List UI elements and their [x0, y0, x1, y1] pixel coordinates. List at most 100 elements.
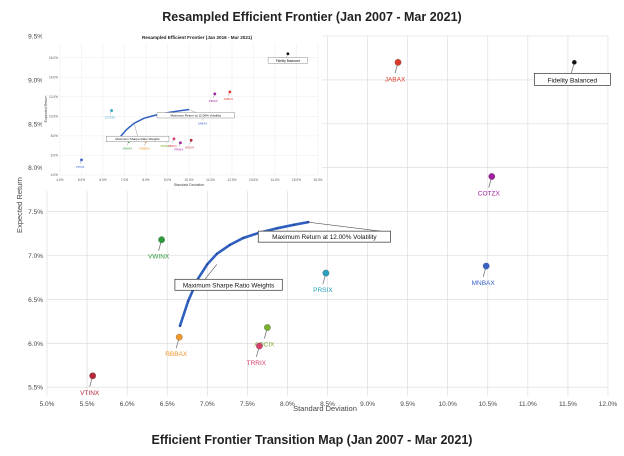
- pin-head: [482, 262, 490, 270]
- y-tick-label: 6.0%: [28, 341, 43, 348]
- x-tick-label: 6.5%: [160, 401, 175, 408]
- inset-point-marker: [80, 158, 83, 162]
- inset-x-tick-label: 16.0%: [313, 178, 322, 182]
- point-label: COTZX: [478, 190, 501, 197]
- x-axis-label: Standard Deviation: [293, 404, 357, 413]
- inset-x-tick-label: 10.0%: [184, 178, 193, 182]
- frontier-point: [216, 252, 218, 255]
- inset-frontier-line: [119, 108, 190, 138]
- inset-x-tick-label: 11.0%: [206, 178, 215, 182]
- inset-x-tick-label: 14.0%: [270, 178, 279, 182]
- inset-point-label: COTZX: [105, 115, 115, 119]
- x-tick-label: 9.5%: [400, 401, 415, 408]
- inset-point-label: AOCIX: [185, 145, 194, 149]
- inset-point-label: Fidelity Balanced: [276, 59, 301, 63]
- point-label: Fidelity Balanced: [548, 77, 598, 84]
- x-tick-label: 8.5%: [320, 401, 335, 408]
- inset-point-label: MNBAX: [161, 144, 172, 148]
- inset-x-tick-label: 15.0%: [292, 178, 301, 182]
- fund-point-vwinx: VWINX: [148, 236, 170, 261]
- pin-head: [89, 372, 97, 380]
- x-tick-label: 6.0%: [120, 401, 135, 408]
- inset-point-marker: [189, 138, 193, 142]
- inset-x-tick-label: 12.0%: [227, 178, 236, 182]
- inset-annotation-leader: [188, 109, 196, 113]
- point-label: VTINX: [80, 390, 100, 397]
- fund-points: JABAX Fidelity BalancedCOTZXVWINXMNBAXPRS…: [80, 58, 611, 397]
- inset-point-label-box: [267, 57, 308, 64]
- chart-title: Resampled Efficient Frontier (Jan 2007 -…: [162, 10, 462, 24]
- fund-point-jabax: JABAX: [385, 58, 406, 83]
- inset-point-label: PRSIX: [174, 148, 183, 152]
- y-tick-label: 8.5%: [28, 121, 43, 128]
- inset-point-label: VWINX: [122, 146, 132, 150]
- fund-point-rbbax: RBBAX: [165, 333, 188, 358]
- inset-chart: 4.0% 5.0% 6.0% 7.0% 8.0% 9.0% 10.0% 11.0% 12.0% 1…: [42, 33, 323, 191]
- inset-y-tick-label: 12.0%: [49, 95, 58, 99]
- pin-head: [394, 58, 402, 66]
- inset-y-tick-label: 14.0%: [49, 75, 58, 79]
- inset-x-tick-label: 9.0%: [164, 178, 171, 182]
- inset-x-tick-label: 7.0%: [121, 178, 128, 182]
- frontier-annotations: Maximum Return at 12.00% Volatility Maxim…: [174, 221, 391, 291]
- inset-x-tick-label: 4.0%: [56, 178, 63, 182]
- frontier-point: [179, 324, 181, 327]
- frontier-point: [228, 244, 231, 246]
- fund-point-prsix: PRSIX: [313, 269, 333, 294]
- annotation-leader: [204, 264, 218, 280]
- fund-point-mnbax: MNBAX: [472, 262, 495, 287]
- pin-head: [264, 324, 271, 331]
- annotation-text: Maximum Return at 12.00% Volatility: [272, 234, 377, 241]
- fund-point-cotzx: COTZX: [478, 173, 501, 197]
- frontier-point: [242, 237, 245, 239]
- inset-y-tick-label: 16.0%: [49, 56, 58, 60]
- inset-point-label: JABAX: [224, 97, 234, 101]
- inset-point-marker: [286, 52, 290, 56]
- pin-head: [158, 236, 165, 244]
- inset-title: Resampled Efficient Frontier (Jan 2016 -…: [142, 35, 253, 40]
- inset-x-tick-label: 8.0%: [142, 178, 149, 182]
- annotation-leader: [308, 221, 381, 232]
- inset-point-label: VTINX: [76, 165, 85, 169]
- point-label: AOCIX: [254, 342, 275, 349]
- frontier-point: [187, 300, 189, 303]
- x-tick-label: 7.5%: [240, 401, 255, 408]
- inset-y-axis-label: Expected Return: [44, 96, 48, 123]
- inset-y-tick-label: 10.0%: [49, 115, 58, 119]
- inset-point-marker: [172, 137, 176, 141]
- inset-point-label: PRSIX: [209, 99, 218, 103]
- pin-head: [322, 269, 330, 277]
- x-tick-label: 8.0%: [280, 401, 295, 408]
- inset-point-marker: [110, 109, 113, 112]
- y-tick-label: 7.0%: [28, 253, 43, 260]
- inset-point-label: JABAX: [198, 121, 208, 125]
- x-tick-label: 11.0%: [519, 401, 537, 408]
- annotation-box: [257, 230, 391, 243]
- inset-point-label: RBBAX: [139, 146, 149, 150]
- inset-x-tick-label: 6.0%: [99, 178, 106, 182]
- annotation-box: [174, 278, 283, 291]
- annotation-text: Maximum Sharpe Ratio Weights: [183, 282, 275, 289]
- fund-point-vtinx: VTINX: [80, 372, 100, 397]
- inset-annotation-leader: [134, 123, 138, 137]
- x-tick-label: 7.0%: [200, 401, 215, 408]
- fund-point-fidelity-balanced: Fidelity Balanced: [533, 59, 611, 86]
- x-tick-label: 12.0%: [599, 401, 618, 408]
- inset-annotation-text: Maximum Sharpe Ratio Weights: [115, 137, 160, 141]
- inset-x-tick-label: 5.0%: [78, 178, 85, 182]
- y-axis-label: Expected Return: [15, 177, 24, 233]
- fund-point-aocix: AOCIX: [254, 324, 275, 349]
- x-axis-ticks: 5.0% 5.5% 6.0% 6.5% 7.0% 7.5% 8.0% 8.5% 9.0% 9.5%…: [40, 401, 618, 408]
- y-tick-label: 5.5%: [28, 385, 43, 392]
- pin-head: [175, 333, 183, 341]
- inset-y-tick-label: 6.0%: [51, 154, 58, 158]
- y-tick-label: 6.5%: [28, 297, 43, 304]
- pin-head: [256, 342, 263, 350]
- inset-x-tick-label: 13.0%: [249, 178, 258, 182]
- point-label: RBBAX: [165, 351, 188, 358]
- x-tick-label: 11.5%: [559, 401, 577, 408]
- inset-annotation-text: Maximum Return at 12.00% Volatility: [170, 113, 221, 117]
- x-tick-label: 9.0%: [360, 401, 375, 408]
- x-tick-label: 10.5%: [479, 401, 498, 408]
